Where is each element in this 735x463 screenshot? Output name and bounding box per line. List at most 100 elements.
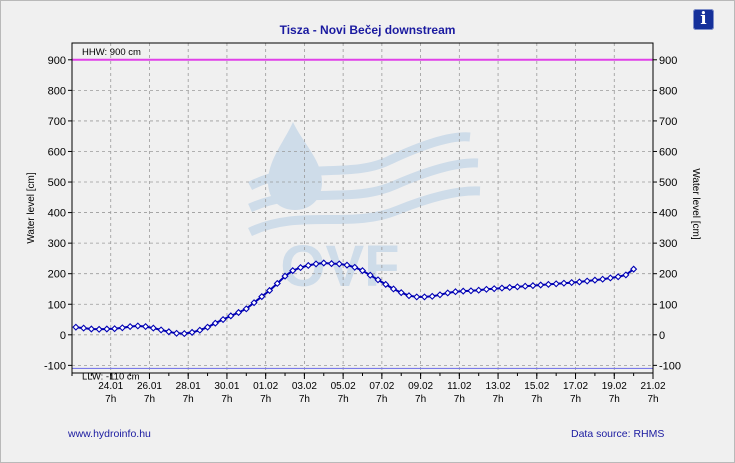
data-point-marker [296, 264, 305, 272]
x-tick-label-hour: 7h [144, 394, 155, 405]
data-point-marker [103, 325, 111, 333]
data-point-marker [343, 261, 351, 269]
data-point-marker [87, 325, 95, 333]
y-tick-label-left: 300 [48, 238, 66, 250]
info-icon[interactable]: i [693, 9, 714, 30]
data-point-marker [614, 273, 622, 281]
data-source-label: Data source: RHMS [571, 428, 665, 440]
data-point-marker [506, 283, 514, 292]
data-point-marker [95, 325, 103, 333]
y-tick-label-left: 700 [48, 116, 66, 128]
x-tick-label-date: 15.02 [524, 381, 549, 392]
data-point-marker [537, 281, 545, 289]
y-tick-label-left: 0 [60, 330, 66, 342]
x-tick-label-date: 17.02 [563, 381, 588, 392]
data-point-marker [118, 324, 126, 332]
y-axis-label-right: Water level [cm] [690, 168, 701, 240]
data-point-marker [552, 280, 560, 288]
data-point-marker [606, 274, 614, 282]
y-tick-label-left: 800 [48, 85, 66, 97]
data-point-marker [568, 278, 576, 287]
data-point-marker [583, 277, 591, 285]
data-point-marker [327, 260, 336, 268]
x-tick-label-hour: 7h [260, 394, 271, 405]
y-axis-label-left: Water level [cm] [26, 172, 37, 244]
y-tick-label-left: 400 [48, 208, 66, 220]
x-tick-label-hour: 7h [299, 394, 310, 405]
data-point-marker [451, 288, 460, 296]
y-tick-label-right: 400 [659, 208, 677, 220]
data-point-marker [560, 279, 568, 287]
data-point-marker [149, 324, 157, 332]
x-tick-label-hour: 7h [105, 394, 116, 405]
data-point-marker [265, 286, 274, 295]
data-point-marker [234, 308, 243, 317]
data-point-marker [622, 271, 630, 279]
y-tick-label-right: 600 [659, 146, 677, 158]
x-tick-label-date: 30.01 [214, 381, 239, 392]
data-point-marker [134, 322, 142, 330]
x-tick-label-date: 13.02 [486, 381, 511, 392]
x-tick-label-date: 26.01 [137, 381, 162, 392]
data-point-marker [281, 272, 289, 280]
data-point-marker [444, 289, 452, 297]
data-point-marker [529, 282, 537, 290]
data-point-marker [591, 276, 599, 284]
x-tick-label-hour: 7h [570, 394, 581, 405]
data-point-marker [219, 315, 227, 324]
data-point-marker [258, 293, 266, 301]
x-tick-label-hour: 7h [338, 394, 349, 405]
data-point-marker [188, 328, 196, 336]
data-point-marker [475, 286, 483, 294]
x-tick-label-date: 05.02 [331, 381, 356, 392]
data-point-marker [513, 283, 522, 291]
x-tick-label-date: 19.02 [602, 381, 627, 392]
data-point-marker [72, 323, 80, 331]
y-tick-label-left: 900 [48, 55, 66, 67]
x-tick-label-date: 01.02 [253, 381, 278, 392]
data-point-marker [227, 312, 235, 320]
data-point-marker [382, 280, 390, 288]
data-point-marker [420, 293, 429, 301]
y-tick-label-right: -100 [659, 360, 681, 372]
data-point-marker [173, 329, 181, 337]
data-point-marker [575, 278, 583, 286]
y-tick-label-right: 200 [659, 269, 677, 281]
data-point-marker [358, 267, 367, 275]
data-point-marker [459, 287, 467, 295]
data-point-marker [630, 265, 638, 273]
data-point-marker [320, 259, 328, 267]
data-point-marker [126, 322, 134, 331]
data-point-marker [428, 292, 436, 300]
y-tick-label-right: 900 [659, 55, 677, 67]
website-link[interactable]: www.hydroinfo.hu [68, 428, 151, 440]
data-point-marker [242, 305, 250, 313]
data-point-marker [374, 276, 382, 284]
plot-area-border [71, 42, 654, 374]
data-point-marker [196, 326, 204, 334]
hhw-label: HHW: 900 cm [82, 47, 141, 58]
x-tick-label-hour: 7h [376, 394, 387, 405]
data-point-marker [351, 263, 359, 271]
y-tick-label-right: 500 [659, 177, 677, 189]
data-point-marker [157, 326, 165, 334]
y-tick-label-left: -100 [44, 360, 66, 372]
data-point-marker [366, 271, 374, 279]
data-point-marker [142, 322, 150, 331]
data-point-marker [467, 287, 475, 295]
y-tick-label-right: 100 [659, 299, 677, 311]
x-tick-label-date: 24.01 [98, 381, 123, 392]
x-tick-label-date: 28.01 [176, 381, 201, 392]
x-tick-label-hour: 7h [221, 394, 232, 405]
x-tick-label-date: 11.02 [447, 381, 472, 392]
x-tick-label-hour: 7h [415, 394, 426, 405]
data-point-marker [250, 299, 258, 307]
y-tick-label-right: 0 [659, 330, 665, 342]
x-tick-label-hour: 7h [183, 394, 194, 405]
data-point-marker [80, 324, 88, 332]
data-point-marker [312, 260, 320, 268]
data-point-marker [165, 328, 173, 336]
data-point-marker [211, 319, 219, 327]
data-point-marker [397, 289, 405, 297]
